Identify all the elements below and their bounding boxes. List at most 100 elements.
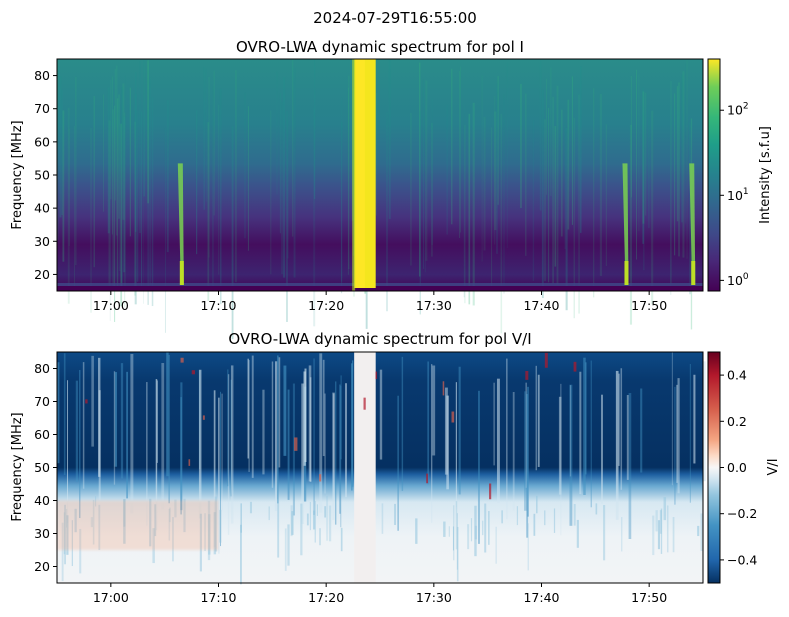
streak [278, 357, 281, 468]
streak [506, 358, 508, 520]
streak [218, 397, 220, 554]
streak [484, 503, 487, 553]
colorbar-tick-label: 101 [727, 187, 749, 203]
polarization-features [57, 352, 577, 583]
streak [626, 395, 629, 480]
streak [657, 520, 661, 550]
colorbar-tick-label: 0.2 [727, 414, 747, 429]
streak [61, 89, 63, 216]
streak [401, 356, 404, 491]
streak [283, 77, 286, 278]
streak [678, 82, 680, 257]
streak [431, 123, 433, 257]
streak [527, 386, 529, 517]
streak [283, 365, 287, 456]
x-axis: 17:00 17:10 17:20 17:30 17:40 17:50 [93, 583, 667, 605]
streak [552, 96, 554, 284]
streak [213, 70, 215, 216]
y-tick-label: 20 [34, 559, 50, 574]
streak [642, 87, 644, 244]
streak [427, 361, 429, 485]
streak [120, 123, 123, 307]
streak [123, 116, 126, 273]
streak [300, 503, 303, 556]
streak [689, 364, 691, 503]
streak [277, 355, 279, 504]
streak [470, 518, 473, 542]
streak [666, 505, 669, 553]
streak [57, 59, 59, 240]
colorbar-tick-label: 100 [727, 272, 749, 288]
y-tick-label: 40 [34, 201, 50, 216]
streak [493, 382, 495, 466]
positive-patch [202, 415, 205, 420]
x-tick-label: 17:50 [631, 590, 667, 605]
streak [535, 365, 537, 471]
streak [379, 369, 383, 460]
streak [512, 391, 515, 511]
heatmap-background [57, 59, 703, 291]
streak [313, 510, 316, 530]
colorbar-tick-label: −0.4 [727, 552, 757, 567]
streak [227, 374, 230, 535]
streak [114, 372, 118, 467]
streak [135, 72, 137, 232]
streak [635, 69, 638, 260]
streak [244, 92, 246, 239]
streak [431, 98, 433, 246]
colorbar-ticks: 0.4 0.2 0.0 −0.2 −0.4 [720, 368, 757, 567]
streak [628, 393, 632, 539]
streak [166, 352, 169, 477]
streak [560, 383, 562, 536]
streak [648, 105, 650, 229]
streak [495, 526, 497, 564]
streak [599, 93, 602, 276]
x-tick-label: 17:30 [416, 590, 452, 605]
streak [79, 369, 81, 519]
streak [496, 83, 498, 254]
streak [287, 389, 290, 500]
streak [564, 122, 566, 250]
y-tick-label: 50 [34, 460, 50, 475]
streak [91, 355, 94, 447]
colorbar-gradient [707, 58, 721, 292]
streak [213, 390, 216, 548]
positive-patch [375, 371, 378, 380]
radio-burst-edge [352, 59, 356, 291]
streak [481, 75, 483, 262]
streak [446, 395, 449, 490]
type-iii-burst-tail [624, 261, 629, 285]
streak [230, 365, 234, 524]
streak [644, 92, 647, 216]
streak [459, 70, 461, 239]
streak [590, 360, 592, 508]
streak [314, 59, 316, 199]
figure-suptitle: 2024-07-29T16:55:00 [313, 9, 477, 27]
streak [270, 110, 272, 275]
streak [140, 111, 143, 289]
streak [147, 108, 149, 305]
streak [388, 59, 391, 220]
low-frequency-band [57, 283, 703, 286]
streak [339, 384, 341, 514]
streak [251, 355, 254, 478]
streak [268, 506, 270, 521]
streak [443, 521, 446, 537]
streak [446, 104, 448, 235]
streak [494, 111, 497, 231]
streak [198, 369, 202, 519]
streak [79, 528, 82, 574]
streak [180, 382, 183, 511]
streak [583, 357, 586, 496]
streak [313, 358, 315, 515]
heatmap-area [57, 59, 703, 340]
streak [67, 107, 70, 304]
streak [681, 74, 683, 223]
colorbar-label: V/I [766, 458, 781, 475]
streak [108, 120, 111, 286]
streak [670, 80, 672, 284]
positive-patch [188, 459, 191, 466]
streak [326, 495, 328, 541]
y-tick-label: 80 [34, 68, 50, 83]
y-tick-label: 60 [34, 134, 50, 149]
